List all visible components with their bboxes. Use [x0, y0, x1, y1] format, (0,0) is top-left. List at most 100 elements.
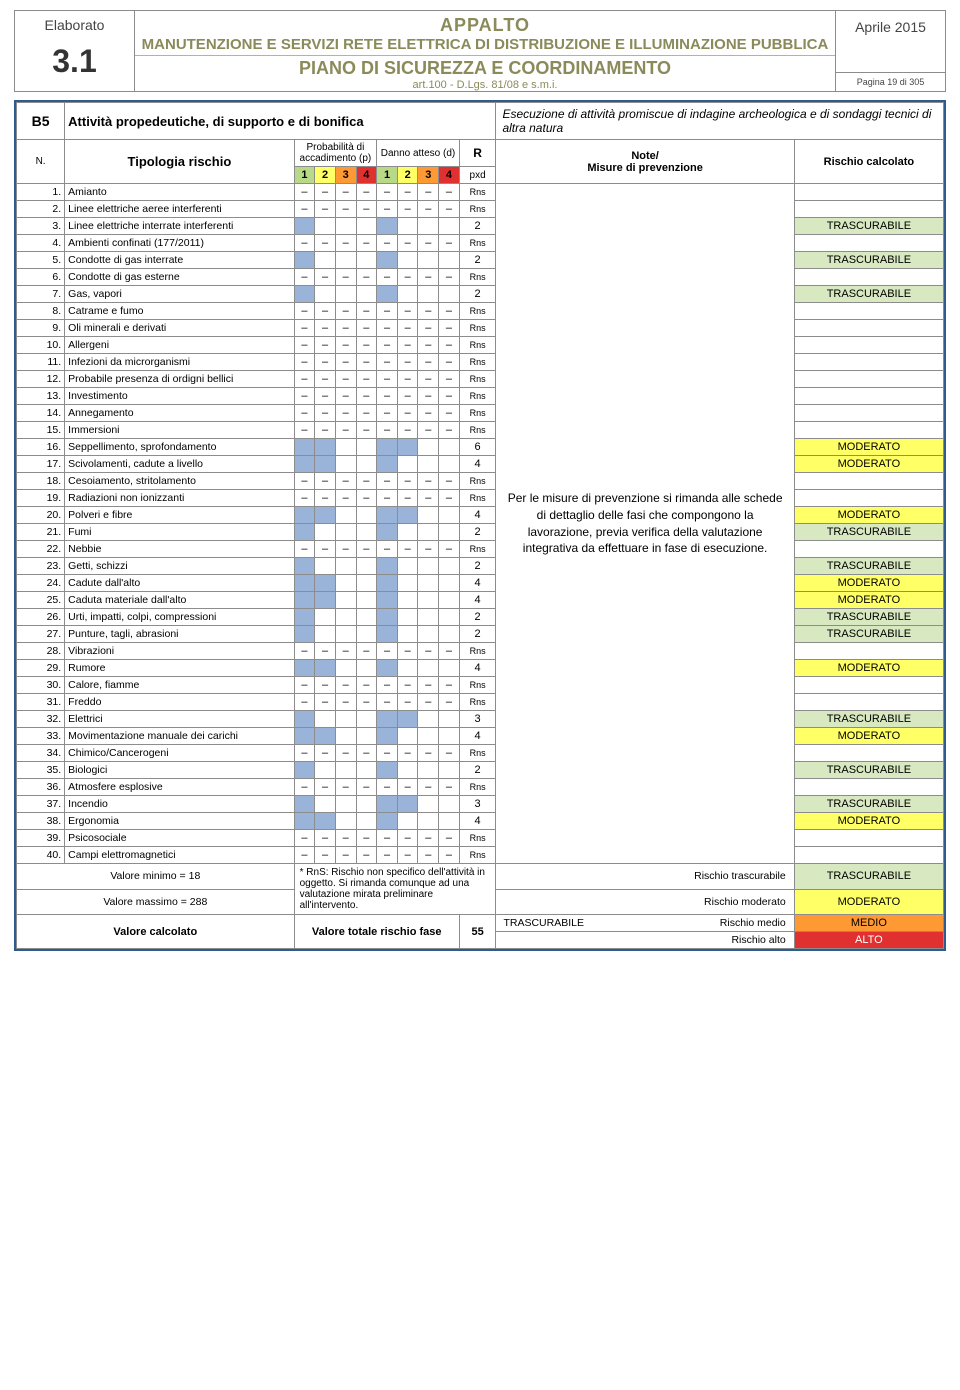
risk-d1: – — [377, 320, 398, 337]
risk-p1: – — [294, 490, 315, 507]
risk-d3: – — [418, 779, 439, 796]
risk-name: Polveri e fibre — [65, 507, 294, 524]
risk-d1: – — [377, 422, 398, 439]
risk-r: Rns — [459, 303, 496, 320]
risk-d2: – — [397, 490, 418, 507]
section-description: Esecuzione di attività promiscue di inda… — [496, 103, 944, 140]
risk-r: Rns — [459, 235, 496, 252]
risk-p4: – — [356, 779, 377, 796]
risk-n: 40. — [17, 847, 65, 864]
risk-r: 2 — [459, 762, 496, 779]
risk-d2: – — [397, 830, 418, 847]
risk-r: 3 — [459, 796, 496, 813]
risk-d3 — [418, 524, 439, 541]
risk-d3: – — [418, 643, 439, 660]
risk-d2 — [397, 626, 418, 643]
risk-row: 14.Annegamento––––––––Rns — [17, 405, 944, 422]
risk-row: 15.Immersioni––––––––Rns — [17, 422, 944, 439]
risk-d2: – — [397, 694, 418, 711]
risk-row: 21.Fumi2TRASCURABILE — [17, 524, 944, 541]
risk-p1 — [294, 813, 315, 830]
risk-d4 — [439, 439, 460, 456]
risk-row: 37.Incendio3TRASCURABILE — [17, 796, 944, 813]
risk-calc — [794, 473, 943, 490]
vmax: Valore massimo = 288 — [17, 889, 295, 915]
risk-p4 — [356, 218, 377, 235]
risk-r: Rns — [459, 354, 496, 371]
risk-p3: – — [335, 830, 356, 847]
risk-p2: – — [315, 830, 336, 847]
risk-d2 — [397, 439, 418, 456]
header-page: Pagina 19 di 305 — [836, 72, 945, 91]
risk-p2: – — [315, 422, 336, 439]
risk-calc: MODERATO — [794, 592, 943, 609]
risk-p2 — [315, 609, 336, 626]
col-prob: Probabilità di accadimento (p) — [294, 140, 377, 167]
risk-d2 — [397, 507, 418, 524]
risk-n: 27. — [17, 626, 65, 643]
risk-p2 — [315, 762, 336, 779]
risk-p2: – — [315, 745, 336, 762]
risk-d2: – — [397, 184, 418, 201]
risk-p1 — [294, 575, 315, 592]
risk-d2: – — [397, 235, 418, 252]
risk-p4 — [356, 762, 377, 779]
risk-n: 28. — [17, 643, 65, 660]
risk-d4: – — [439, 405, 460, 422]
risk-calc: TRASCURABILE — [794, 609, 943, 626]
risk-n: 17. — [17, 456, 65, 473]
risk-p3: – — [335, 473, 356, 490]
risk-name: Freddo — [65, 694, 294, 711]
risk-row: 25.Caduta materiale dall'alto4MODERATO — [17, 592, 944, 609]
risk-p4 — [356, 592, 377, 609]
risk-r: Rns — [459, 643, 496, 660]
risk-n: 30. — [17, 677, 65, 694]
risk-p4: – — [356, 405, 377, 422]
risk-p4: – — [356, 745, 377, 762]
risk-row: 20.Polveri e fibre4MODERATO — [17, 507, 944, 524]
risk-d2 — [397, 558, 418, 575]
risk-p1: – — [294, 388, 315, 405]
scale-d3: 3 — [418, 167, 439, 184]
risk-p4 — [356, 575, 377, 592]
risk-calc: TRASCURABILE — [794, 762, 943, 779]
risk-calc — [794, 303, 943, 320]
risk-n: 7. — [17, 286, 65, 303]
risk-calc — [794, 405, 943, 422]
risk-d1 — [377, 252, 398, 269]
risk-p3: – — [335, 422, 356, 439]
risk-calc: MODERATO — [794, 813, 943, 830]
risk-name: Biologici — [65, 762, 294, 779]
risk-p1 — [294, 796, 315, 813]
risk-p1 — [294, 439, 315, 456]
risk-calc: MODERATO — [794, 728, 943, 745]
risk-row: 18.Cesoiamento, stritolamento––––––––Rns — [17, 473, 944, 490]
risk-calc — [794, 184, 943, 201]
risk-calc — [794, 490, 943, 507]
risk-r: 4 — [459, 813, 496, 830]
vcalc: Valore calcolato — [17, 915, 295, 949]
risk-calc: TRASCURABILE — [794, 796, 943, 813]
risk-name: Probabile presenza di ordigni bellici — [65, 371, 294, 388]
risk-d4: – — [439, 422, 460, 439]
risk-d2 — [397, 218, 418, 235]
risk-d1 — [377, 813, 398, 830]
risk-d1: – — [377, 388, 398, 405]
risk-p2 — [315, 439, 336, 456]
risk-p4: – — [356, 830, 377, 847]
risk-name: Linee elettriche interrate interferenti — [65, 218, 294, 235]
risk-p1 — [294, 660, 315, 677]
risk-d4: – — [439, 269, 460, 286]
risk-p4: – — [356, 184, 377, 201]
risk-d3: – — [418, 388, 439, 405]
risk-p2: – — [315, 643, 336, 660]
risk-calc: MODERATO — [794, 507, 943, 524]
risk-d4: – — [439, 643, 460, 660]
risk-n: 35. — [17, 762, 65, 779]
risk-n: 26. — [17, 609, 65, 626]
risk-d3 — [418, 711, 439, 728]
risk-d4 — [439, 218, 460, 235]
risk-name: Ergonomia — [65, 813, 294, 830]
risk-p2: – — [315, 371, 336, 388]
section-activity: Attività propedeutiche, di supporto e di… — [65, 103, 496, 140]
